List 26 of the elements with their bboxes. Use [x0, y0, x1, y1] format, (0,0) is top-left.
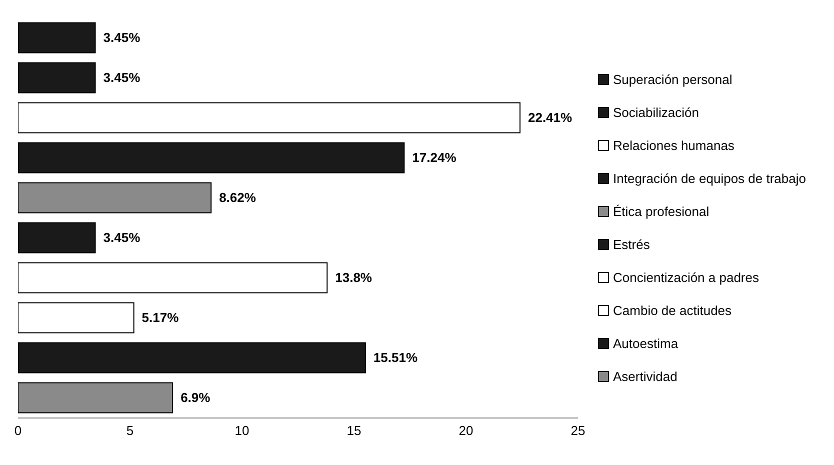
data-label: 3.45%	[103, 30, 141, 45]
x-tick-label: 10	[234, 423, 250, 438]
legend-label: Integración de equipos de trabajo	[613, 170, 806, 188]
x-tick-label: 0	[14, 423, 22, 438]
data-label: 3.45%	[103, 230, 141, 245]
legend-label: Concientización a padres	[613, 269, 759, 287]
data-label: 13.8%	[335, 270, 372, 285]
legend-label: Relaciones humanas	[613, 137, 734, 155]
data-label: 3.45%	[103, 70, 141, 85]
legend-label: Ética profesional	[613, 203, 710, 221]
legend-label: Cambio de actitudes	[613, 302, 732, 320]
x-tick-label: 5	[126, 423, 134, 438]
legend-label: Superación personal	[613, 71, 732, 89]
legend-label: Asertividad	[613, 368, 678, 386]
data-label: 5.17%	[142, 310, 180, 325]
x-tick-label: 15	[346, 423, 362, 438]
legend-label: Sociabilización	[613, 104, 700, 122]
legend-label: Autoestima	[613, 335, 678, 353]
data-label: 15.51%	[373, 350, 418, 365]
data-label: 17.24%	[412, 150, 457, 165]
legend-label: Estrés	[613, 236, 650, 254]
x-tick-label: 25	[570, 423, 586, 438]
data-label: 22.41%	[528, 110, 573, 125]
data-label: 8.62%	[219, 190, 256, 205]
data-label: 6.9%	[180, 390, 211, 405]
x-tick-label: 20	[458, 423, 474, 438]
